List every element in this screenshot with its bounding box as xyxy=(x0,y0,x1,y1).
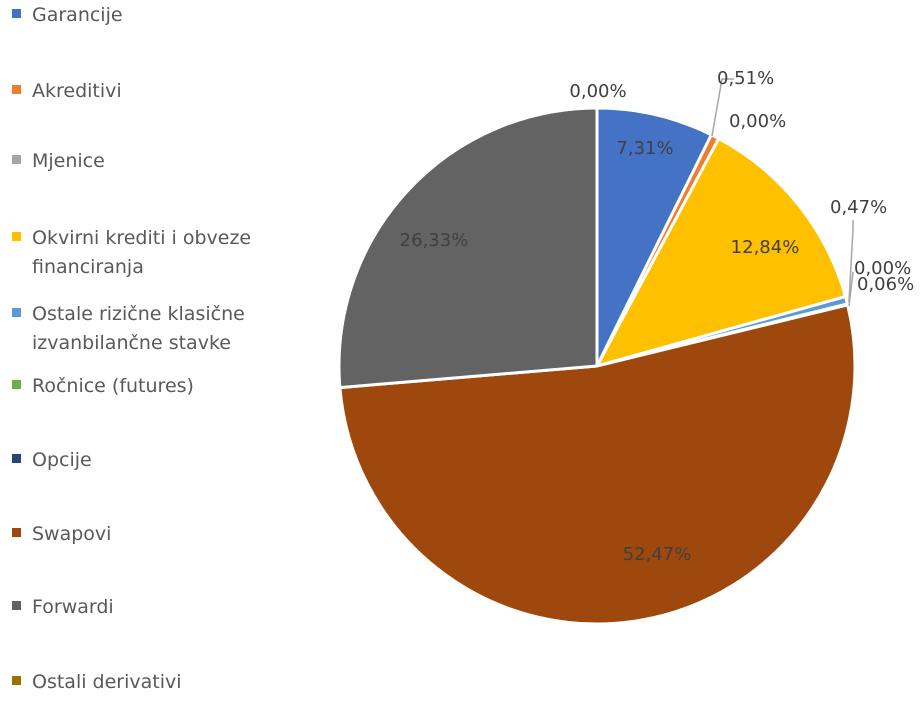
legend-swatch xyxy=(12,528,21,537)
legend-label: Ročnice (futures) xyxy=(32,375,194,397)
legend-item-forwardi: Forwardi xyxy=(12,596,114,618)
leader-line-rocnice-futures xyxy=(848,271,854,307)
legend-label: Ostali derivativi xyxy=(32,671,182,693)
data-label-rocnice-futures: 0,00% xyxy=(854,258,911,279)
legend-swatch xyxy=(12,232,21,241)
legend-label: Swapovi xyxy=(32,523,111,545)
legend-label: Garancije xyxy=(32,4,123,26)
pie-slice-swapovi xyxy=(338,303,857,626)
leader-line-ostale-rizicne-klasicne-izvanbilancne-stavke xyxy=(848,220,854,303)
legend-label: Okvirni krediti i obveze xyxy=(32,227,251,249)
legend-label: Akreditivi xyxy=(32,80,122,102)
legend-label: Forwardi xyxy=(32,596,114,618)
data-label-garancije: 7,31% xyxy=(616,138,673,159)
data-label-mjenice: 0,00% xyxy=(729,111,786,132)
leader-line-akreditivi xyxy=(711,78,734,137)
data-label-akreditivi: 0,51% xyxy=(717,68,774,89)
legend-label-continued: financiranja xyxy=(32,256,144,278)
legend-item-garancije: Garancije xyxy=(12,4,123,26)
pie-slice-okvirni-krediti-i-obveze-financiranja xyxy=(595,137,847,368)
data-label-ostali-derivativi: 0,00% xyxy=(569,81,626,102)
legend-label-continued: izvanbilančne stavke xyxy=(32,332,231,354)
legend-item-ostali-derivativi: Ostali derivativi xyxy=(12,671,182,693)
legend-item-ostale-rizicne-klasicne-izvanbilancne-stavke: Ostale rizične klasične izvanbilančne sta… xyxy=(12,303,245,354)
legend-swatch xyxy=(12,308,21,317)
legend-swatch xyxy=(12,155,21,164)
pie-slices xyxy=(337,106,857,626)
legend-swatch xyxy=(12,380,21,389)
legend-swatch xyxy=(12,454,21,463)
legend-item-okvirni-krediti-i-obveze-financiranja: Okvirni krediti i obveze financiranja xyxy=(12,227,251,278)
pie-slice-garancije xyxy=(595,106,713,368)
legend-swatch xyxy=(12,601,21,610)
legend-swatch xyxy=(12,676,21,685)
data-label-ostale-rizicne-klasicne-izvanbilancne-stavke: 0,47% xyxy=(830,197,887,218)
legend-label: Ostale rizične klasične xyxy=(32,303,245,325)
legend-label: Opcije xyxy=(32,449,92,471)
legend-label: Mjenice xyxy=(32,150,105,172)
data-label-okvirni-krediti-i-obveze-financiranja: 12,84% xyxy=(731,237,800,258)
legend-item-swapovi: Swapovi xyxy=(12,523,111,545)
legend-swatch xyxy=(12,9,21,18)
data-label-swapovi: 52,47% xyxy=(623,544,692,565)
data-label-opcije: 0,06% xyxy=(857,274,914,295)
pie-slice-forwardi xyxy=(337,106,599,390)
legend-swatch xyxy=(12,85,21,94)
legend-item-opcije: Opcije xyxy=(12,449,92,471)
data-labels: 7,31%0,51%0,00%12,84%0,47%0,00%0,06%52,4… xyxy=(400,68,915,565)
legend-item-mjenice: Mjenice xyxy=(12,150,105,172)
legend-item-akreditivi: Akreditivi xyxy=(12,80,122,102)
legend-item-rocnice-futures: Ročnice (futures) xyxy=(12,375,194,397)
data-label-forwardi: 26,33% xyxy=(400,230,469,251)
